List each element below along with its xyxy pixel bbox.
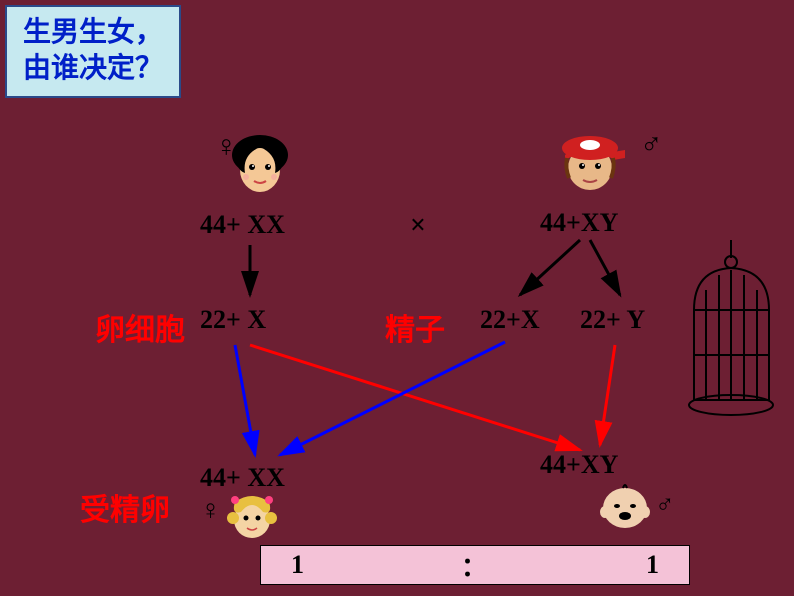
sperm-label: 精子 [385, 305, 445, 349]
ratio-left: 1 [291, 550, 304, 580]
title-box: 生男生女， 由谁决定？ [5, 5, 181, 98]
mother-chromosome: 44+ XX [200, 210, 285, 240]
female-symbol-bottom: ♀ [200, 495, 221, 527]
male-symbol-bottom: ♂ [655, 490, 675, 520]
cross-symbol: × [410, 210, 426, 242]
ratio-box: 1 ： 1 [260, 545, 690, 585]
egg-cell-label: 卵细胞 [95, 305, 185, 349]
son-face-icon [595, 480, 655, 530]
egg-chromosome: 22+ X [200, 305, 266, 335]
title-line-1: 生男生女， [23, 15, 163, 51]
sperm-y-chromosome: 22+ Y [580, 305, 645, 335]
mother-face-icon [230, 135, 290, 200]
sperm-x-chromosome: 22+X [480, 305, 540, 335]
birdcage-icon [679, 240, 784, 425]
ratio-right: 1 [646, 550, 659, 580]
father-chromosome: 44+XY [540, 208, 618, 238]
ratio-colon: ： [461, 547, 487, 584]
father-face-icon [555, 130, 625, 195]
zygote-xx-chromosome: 44+ XX [200, 463, 285, 493]
zygote-xy-chromosome: 44+XY [540, 450, 618, 480]
male-symbol-top: ♂ [640, 128, 663, 162]
zygote-label: 受精卵 [80, 485, 170, 529]
daughter-face-icon [225, 490, 280, 545]
title-line-2: 由谁决定？ [23, 51, 163, 87]
